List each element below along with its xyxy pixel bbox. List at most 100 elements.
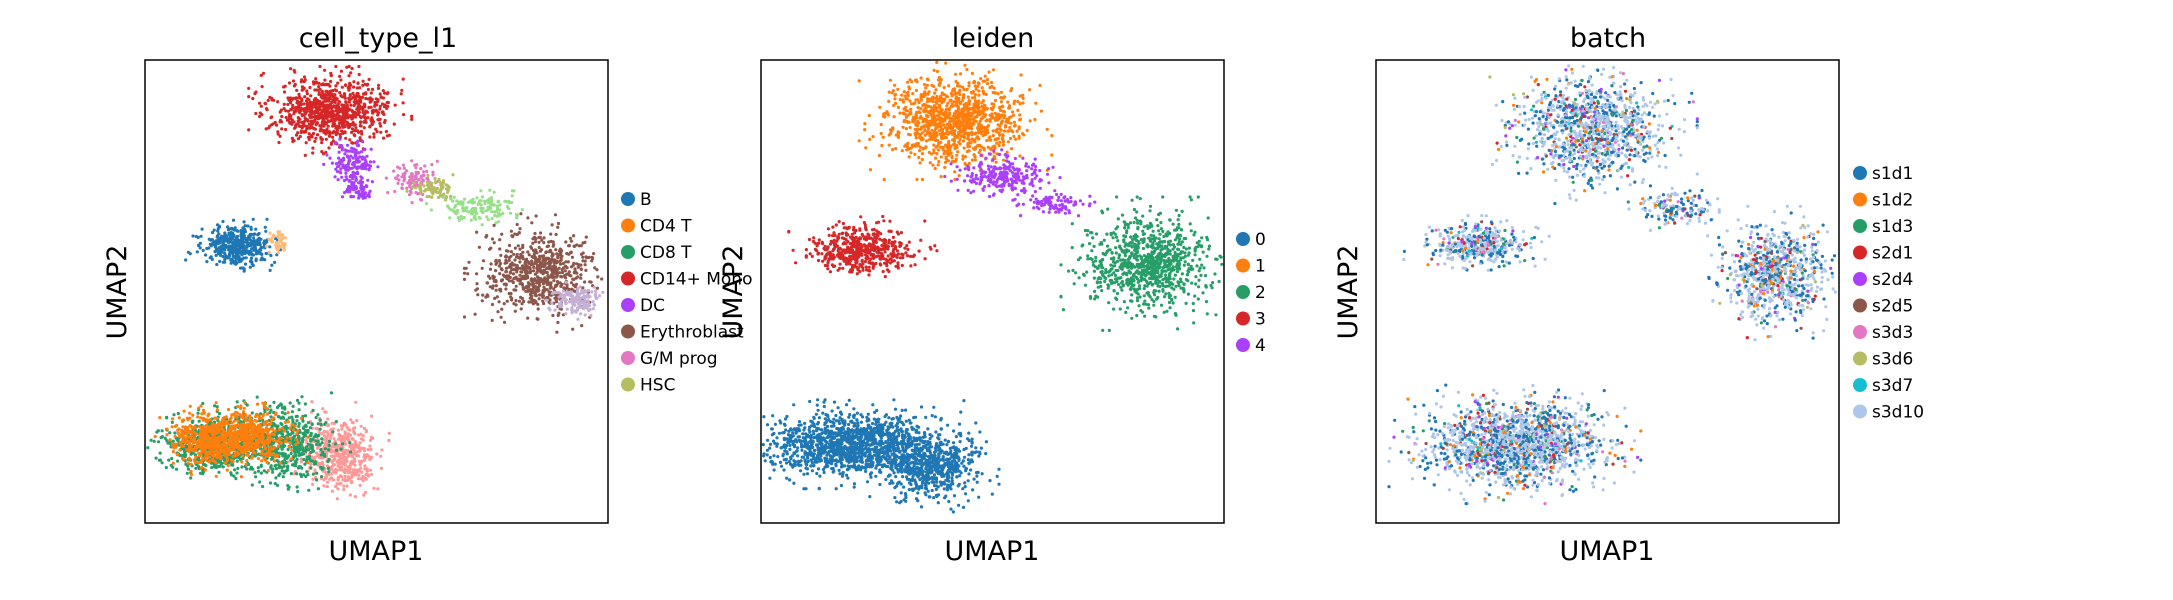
cell-point <box>345 149 349 153</box>
cell-point <box>297 96 301 100</box>
cell-point <box>393 189 397 194</box>
cell-point <box>212 463 217 467</box>
cell-point <box>352 103 356 108</box>
cell-point <box>481 259 486 263</box>
cell-point <box>461 201 465 205</box>
cell-point <box>185 445 189 449</box>
cell-point <box>203 468 208 472</box>
cell-point <box>295 472 299 476</box>
cell-point <box>284 439 288 443</box>
cell-point <box>188 457 192 461</box>
cell-point <box>248 420 252 424</box>
cell-point <box>336 477 340 481</box>
cell-point <box>298 106 302 110</box>
cell-point <box>265 412 269 416</box>
cell-point <box>357 196 361 200</box>
cell-point <box>256 466 260 470</box>
cell-point <box>189 469 193 473</box>
cell-point <box>289 472 293 476</box>
cell-point <box>329 428 333 432</box>
cell-point <box>353 463 357 467</box>
cell-point <box>480 223 484 227</box>
cell-point <box>549 282 553 286</box>
cell-point <box>496 310 500 314</box>
cell-point <box>415 163 419 167</box>
cell-point <box>423 189 427 193</box>
cell-point <box>245 442 249 446</box>
cell-point <box>227 255 231 259</box>
cell-point <box>253 418 257 422</box>
cell-point <box>347 469 351 473</box>
cell-point <box>189 476 193 480</box>
cell-point <box>448 216 452 220</box>
cell-point <box>282 248 286 252</box>
cell-point <box>252 253 256 257</box>
cell-point <box>176 459 180 463</box>
cell-point <box>185 471 189 475</box>
cell-point <box>240 427 244 431</box>
cell-point <box>156 429 160 433</box>
cell-point <box>357 130 361 134</box>
cell-point <box>356 112 360 117</box>
cell-point <box>229 238 233 242</box>
cell-point <box>364 96 368 101</box>
cell-point <box>340 146 344 150</box>
cell-point <box>174 445 178 449</box>
cell-point <box>326 82 331 87</box>
cell-point <box>305 89 309 93</box>
cell-point <box>336 454 340 458</box>
cell-point <box>165 427 169 431</box>
cell-point <box>411 185 415 189</box>
cell-point <box>488 188 492 192</box>
cell-point <box>345 104 349 108</box>
cell-point <box>267 448 271 452</box>
cell-point <box>333 88 337 92</box>
cell-point <box>302 473 306 477</box>
cell-point <box>301 121 305 125</box>
cell-point <box>590 255 594 259</box>
cell-point <box>362 120 366 124</box>
cell-point <box>290 410 294 414</box>
cell-point <box>353 154 357 158</box>
cell-point <box>339 69 343 73</box>
cell-point <box>248 447 252 451</box>
cell-point <box>310 400 314 404</box>
cell-point <box>205 246 209 251</box>
cell-point <box>365 469 369 473</box>
cell-point <box>277 404 281 408</box>
cell-point <box>340 427 344 431</box>
cell-point <box>320 137 324 141</box>
cell-point <box>293 424 297 428</box>
cell-point <box>232 242 236 246</box>
cell-point <box>401 163 405 167</box>
cell-point <box>324 421 328 425</box>
cell-point <box>367 193 371 197</box>
cell-point <box>297 124 301 128</box>
cell-point <box>312 462 316 466</box>
cell-point <box>343 474 347 478</box>
cell-point <box>340 435 344 439</box>
cell-point <box>402 179 406 183</box>
cell-point <box>315 471 319 475</box>
cell-point <box>242 220 246 224</box>
cell-point <box>218 455 222 460</box>
cell-point <box>348 493 352 497</box>
cell-point <box>309 94 313 98</box>
cell-point <box>462 215 466 220</box>
cell-point <box>265 419 269 423</box>
cell-point <box>252 247 256 251</box>
cell-point <box>169 463 173 467</box>
cell-point <box>351 421 355 425</box>
cell-point <box>520 282 524 286</box>
cell-point <box>278 461 282 465</box>
cell-point <box>473 312 477 316</box>
cell-point <box>406 181 410 185</box>
cell-point <box>587 255 591 259</box>
cell-point <box>316 439 320 443</box>
cell-point <box>213 250 217 254</box>
cell-point <box>351 445 355 449</box>
cell-point <box>518 227 522 231</box>
cell-point <box>451 173 455 177</box>
cell-point <box>480 195 485 199</box>
cell-point <box>202 439 206 443</box>
